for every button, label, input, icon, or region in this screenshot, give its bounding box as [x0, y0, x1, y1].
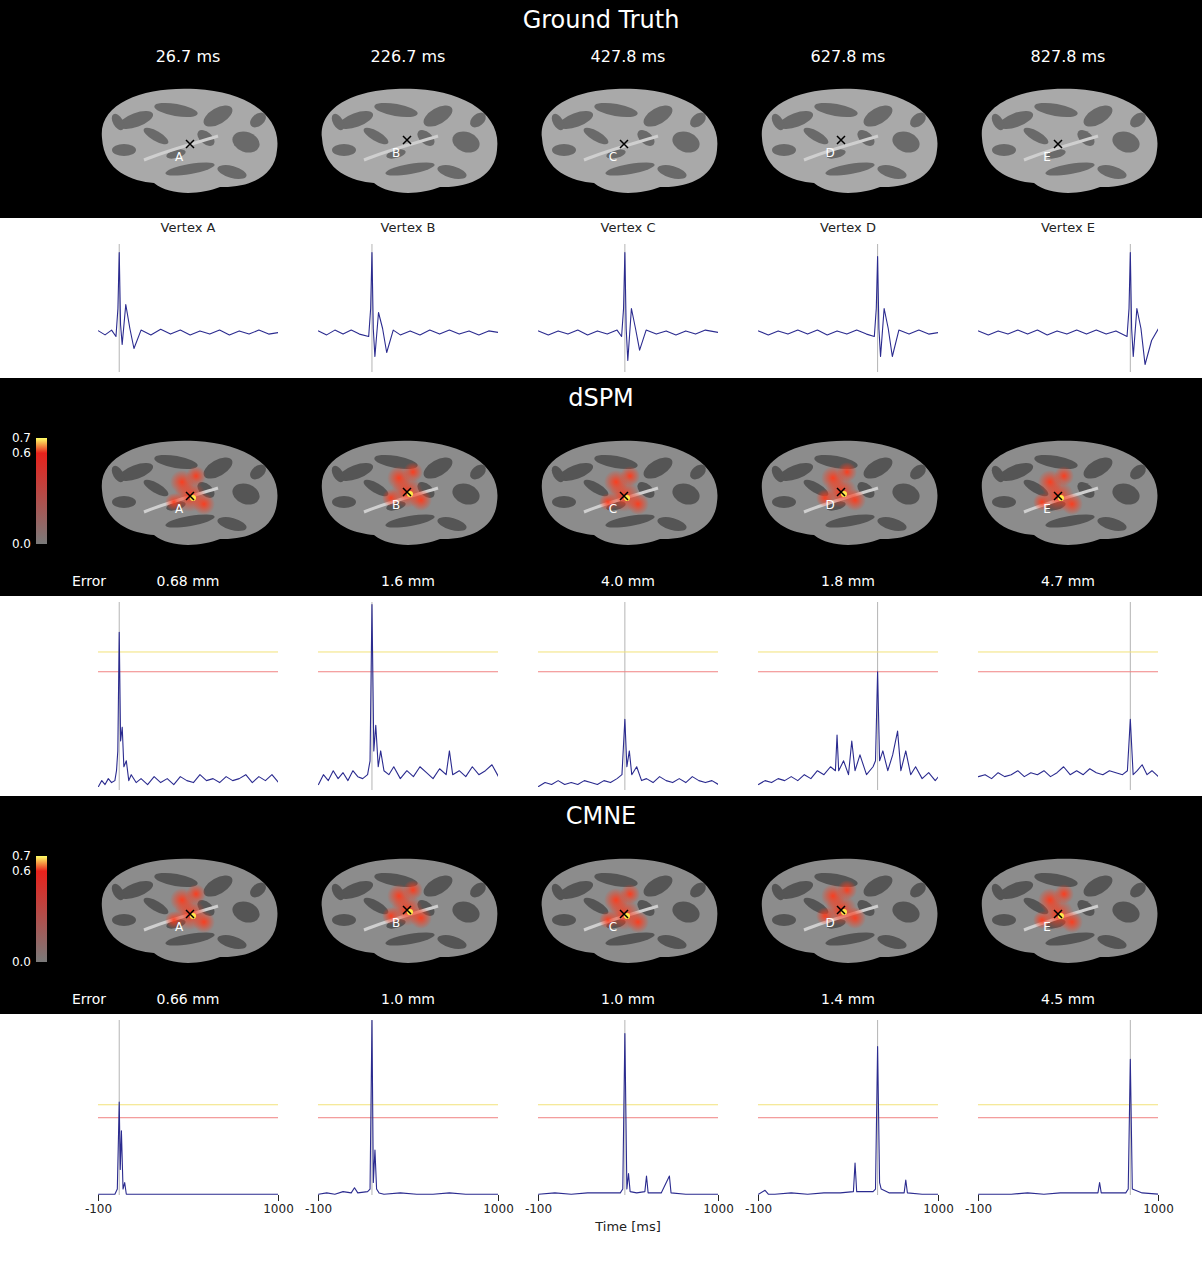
svg-text:1000: 1000 [923, 1202, 954, 1216]
svg-text:0.0: 0.0 [12, 537, 31, 551]
html-text:Vertex A: Vertex A [160, 220, 216, 235]
svg-text:0.68 mm: 0.68 mm [157, 573, 220, 589]
svg-text:1000: 1000 [483, 1202, 514, 1216]
svg-text:26.7 ms: 26.7 ms [156, 47, 221, 66]
svg-text:1.6 mm: 1.6 mm [381, 573, 435, 589]
svg-text:D: D [825, 146, 834, 160]
svg-text:1000: 1000 [1143, 1202, 1174, 1216]
svg-text:0.0: 0.0 [12, 955, 31, 969]
svg-text:Error: Error [72, 573, 106, 589]
html-text:Vertex B: Vertex B [380, 220, 436, 235]
svg-text:-100: -100 [85, 1202, 112, 1216]
svg-text:1000: 1000 [703, 1202, 734, 1216]
svg-text:E: E [1043, 150, 1051, 164]
svg-text:-100: -100 [525, 1202, 552, 1216]
svg-text:627.8 ms: 627.8 ms [811, 47, 886, 66]
svg-text:0.7: 0.7 [12, 849, 31, 863]
svg-text:D: D [825, 498, 834, 512]
svg-text:0.6: 0.6 [12, 864, 31, 878]
svg-text:D: D [825, 916, 834, 930]
svg-text:A: A [175, 920, 184, 934]
html-text:Vertex E: Vertex E [1040, 220, 1096, 235]
svg-text:226.7 ms: 226.7 ms [371, 47, 446, 66]
svg-text:E: E [1043, 502, 1051, 516]
svg-text:4.5 mm: 4.5 mm [1041, 991, 1095, 1007]
svg-text:B: B [392, 498, 400, 512]
svg-text:1.4 mm: 1.4 mm [821, 991, 875, 1007]
svg-text:dSPM: dSPM [568, 384, 634, 412]
svg-text:0.6: 0.6 [12, 446, 31, 460]
svg-text:827.8 ms: 827.8 ms [1031, 47, 1106, 66]
html-text:Vertex D: Vertex D [820, 220, 876, 235]
svg-text:A: A [175, 502, 184, 516]
svg-text:C: C [609, 920, 617, 934]
svg-text:Error: Error [72, 991, 106, 1007]
svg-text:4.0 mm: 4.0 mm [601, 573, 655, 589]
html-text:Time [ms]: Time [ms] [595, 1219, 661, 1234]
svg-text:E: E [1043, 920, 1051, 934]
svg-text:-100: -100 [305, 1202, 332, 1216]
svg-text:4.7 mm: 4.7 mm [1041, 573, 1095, 589]
svg-text:1.8 mm: 1.8 mm [821, 573, 875, 589]
svg-text:B: B [392, 916, 400, 930]
html-text:Vertex C: Vertex C [600, 220, 656, 235]
svg-text:1.0 mm: 1.0 mm [381, 991, 435, 1007]
svg-text:1.0 mm: 1.0 mm [601, 991, 655, 1007]
svg-text:C: C [609, 502, 617, 516]
svg-text:1000: 1000 [263, 1202, 294, 1216]
svg-text:A: A [175, 150, 184, 164]
svg-text:Ground Truth: Ground Truth [523, 6, 680, 34]
svg-text:B: B [392, 146, 400, 160]
svg-text:CMNE: CMNE [566, 802, 637, 830]
svg-text:427.8 ms: 427.8 ms [591, 47, 666, 66]
svg-text:C: C [609, 150, 617, 164]
svg-text:-100: -100 [965, 1202, 992, 1216]
svg-text:-100: -100 [745, 1202, 772, 1216]
svg-text:0.7: 0.7 [12, 431, 31, 445]
svg-text:0.66 mm: 0.66 mm [157, 991, 220, 1007]
